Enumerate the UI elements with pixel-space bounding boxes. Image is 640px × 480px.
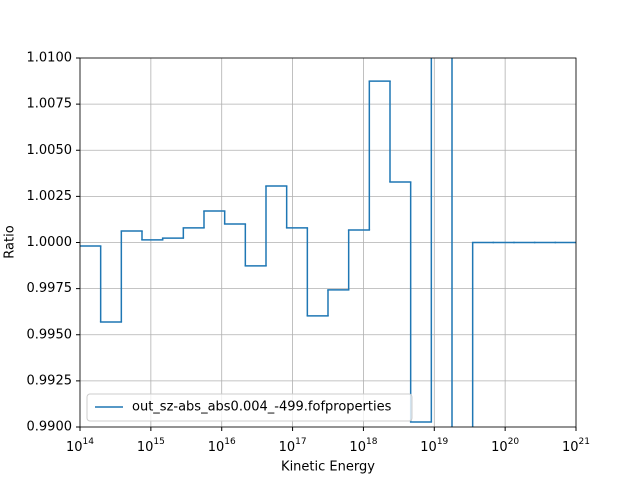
x-tick-label: 1018 [349, 437, 377, 455]
y-tick-label: 1.0000 [27, 235, 73, 250]
x-axis-label: Kinetic Energy [281, 460, 375, 475]
legend-label: out_sz-abs_abs0.004_-499.fofproperties [132, 400, 392, 415]
x-tick-label: 1015 [137, 437, 165, 455]
plot-area [80, 58, 576, 427]
legend: out_sz-abs_abs0.004_-499.fofproperties [86, 393, 413, 422]
x-tick-label: 1017 [279, 437, 307, 455]
x-tick-label: 1016 [208, 437, 236, 455]
y-tick-label: 0.9975 [27, 281, 73, 296]
y-tick-label: 1.0100 [27, 51, 73, 66]
y-tick-label: 0.9950 [27, 327, 73, 342]
x-tick-label: 1020 [491, 437, 519, 455]
y-tick-label: 1.0075 [27, 97, 73, 112]
y-tick-label: 0.9925 [27, 373, 73, 388]
y-tick-label: 0.9900 [27, 420, 73, 435]
x-tick-label: 1019 [420, 437, 448, 455]
y-axis-label: Ratio [3, 225, 18, 258]
x-tick-label: 1014 [66, 437, 94, 455]
x-tick-label: 1021 [562, 437, 590, 455]
legend-box [86, 393, 413, 422]
y-tick-label: 1.0050 [27, 143, 73, 158]
y-tick-label: 1.0025 [27, 189, 73, 204]
